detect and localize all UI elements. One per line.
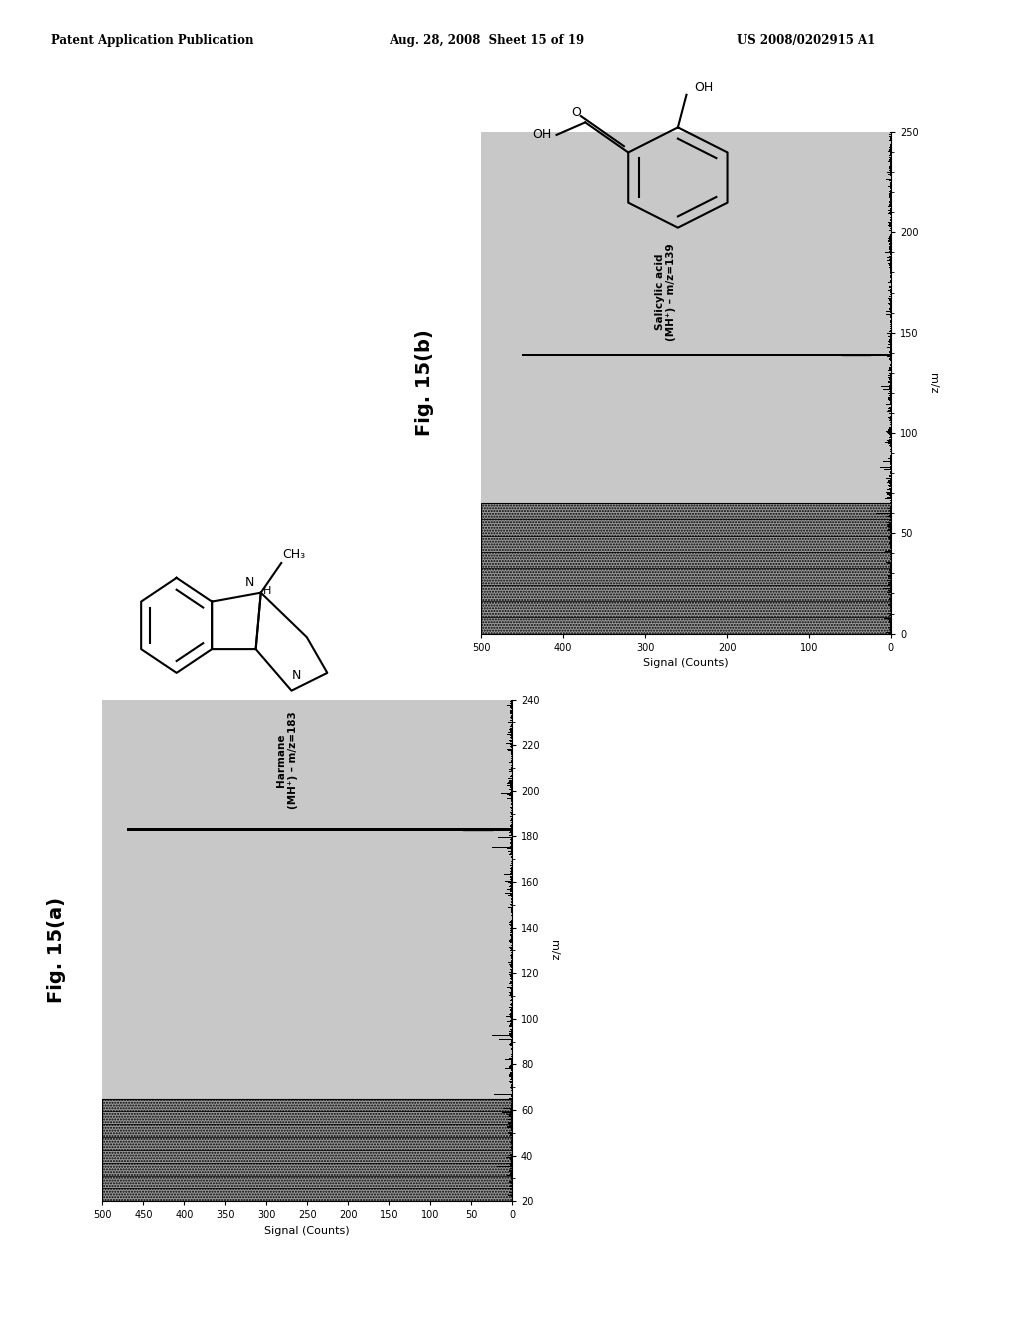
Text: H: H xyxy=(263,586,271,597)
Text: CH₃: CH₃ xyxy=(283,548,305,561)
Text: N: N xyxy=(245,576,254,589)
X-axis label: Signal (Counts): Signal (Counts) xyxy=(643,659,729,668)
Bar xyxy=(102,1098,512,1201)
Text: US 2008/0202915 A1: US 2008/0202915 A1 xyxy=(737,34,876,48)
Text: Aug. 28, 2008  Sheet 15 of 19: Aug. 28, 2008 Sheet 15 of 19 xyxy=(389,34,585,48)
Text: N: N xyxy=(292,669,301,682)
Bar xyxy=(481,503,891,634)
Y-axis label: m/z: m/z xyxy=(928,372,938,393)
Text: Salicylic acid
(MH⁺) – m/z=139: Salicylic acid (MH⁺) – m/z=139 xyxy=(654,243,677,341)
Text: Harmane
(MH⁺) – m/z=183: Harmane (MH⁺) – m/z=183 xyxy=(275,711,298,809)
Text: Fig. 15(b): Fig. 15(b) xyxy=(416,330,434,436)
Text: OH: OH xyxy=(694,81,714,94)
Text: O: O xyxy=(571,106,582,119)
Text: OH: OH xyxy=(532,128,552,141)
Text: Fig. 15(a): Fig. 15(a) xyxy=(47,898,66,1003)
X-axis label: Signal (Counts): Signal (Counts) xyxy=(264,1226,350,1236)
Text: Patent Application Publication: Patent Application Publication xyxy=(51,34,254,48)
Y-axis label: m/z: m/z xyxy=(549,940,559,961)
